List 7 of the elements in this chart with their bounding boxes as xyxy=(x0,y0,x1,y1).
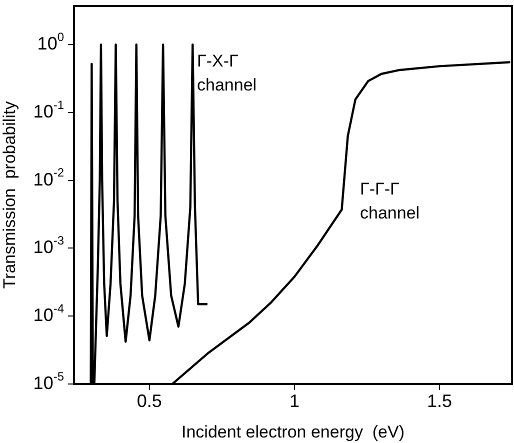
x-axis-title: Incident electron energy (eV) xyxy=(181,422,405,442)
x-tick-label: 0.5 xyxy=(136,390,162,411)
y-axis-title: Transmission probability xyxy=(0,100,19,289)
x-tick-label: 1 xyxy=(289,390,300,411)
annotation: Γ-Γ-Γ channel xyxy=(360,180,420,223)
annotation: Γ-X-Γ channel xyxy=(197,52,257,95)
x-tick-label: 1.5 xyxy=(426,390,452,411)
